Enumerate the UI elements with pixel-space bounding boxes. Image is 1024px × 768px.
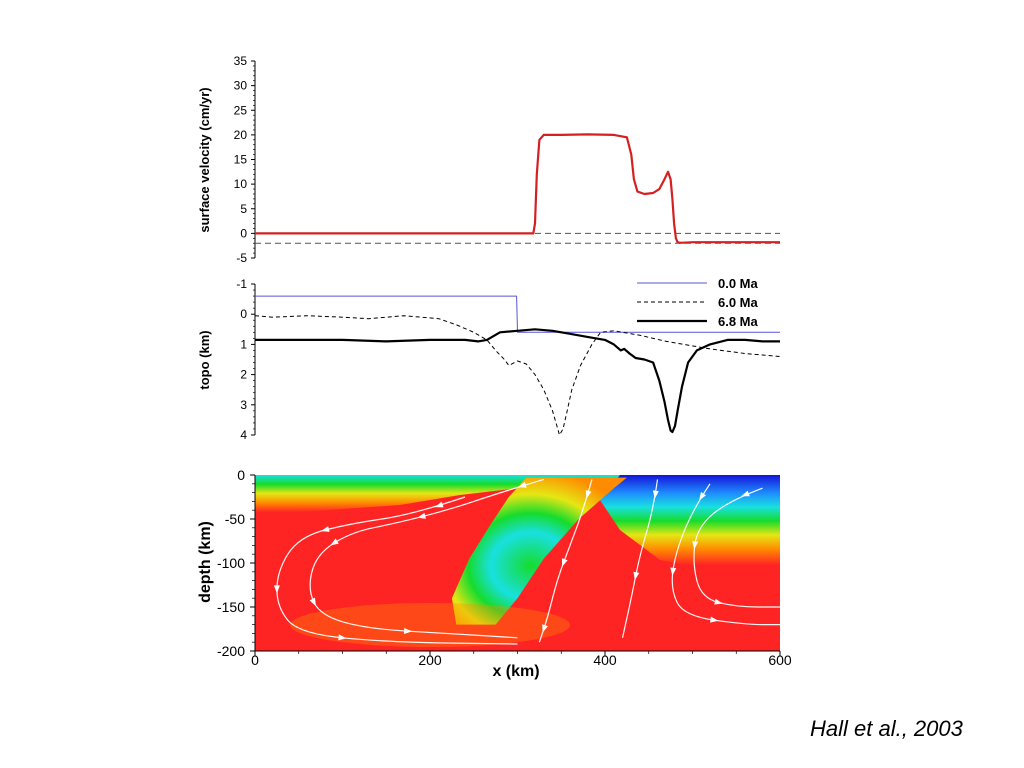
streamline-arrow — [542, 624, 548, 633]
streamline-arrow — [338, 634, 347, 641]
depth-y-tick-label: -100 — [217, 555, 245, 571]
streamline — [621, 479, 659, 638]
streamline-arrow — [633, 571, 640, 581]
topo-tick-label: 3 — [240, 398, 247, 412]
streamline-arrow — [417, 512, 426, 519]
streamline-arrow — [741, 490, 750, 497]
velocity-y-axis-title: surface velocity (cm/yr) — [197, 87, 212, 232]
topo-series — [254, 295, 781, 436]
velocity-series-line — [255, 133, 780, 244]
flow-streamlines — [273, 478, 780, 645]
topo-tick-label: 2 — [240, 368, 247, 382]
depth-x-axis-title: x (km) — [492, 663, 539, 680]
velocity-tick-label: 0 — [240, 226, 247, 240]
depth-x-tick-label: 400 — [593, 652, 617, 668]
depth-x-tick-label: 600 — [768, 652, 792, 668]
streamline-arrow — [321, 526, 330, 532]
surface-velocity-panel: -5 0 5 10 15 20 25 30 35 surface velocity (cm/yr… — [197, 54, 780, 265]
depth-y-tick-label: -200 — [217, 643, 245, 659]
velocity-series — [255, 133, 780, 244]
velocity-tick-label: 30 — [234, 79, 248, 93]
streamline-arrow — [710, 616, 719, 623]
topo-y-axis: -1 0 1 2 3 4 — [236, 277, 256, 442]
depth-y-tick-label: -50 — [225, 511, 245, 527]
deep-warm-anomaly — [290, 603, 570, 647]
topo-series-line — [254, 315, 781, 436]
streamline-arrow — [330, 538, 339, 546]
streamline — [693, 487, 780, 608]
velocity-tick-label: 5 — [240, 202, 247, 216]
topo-tick-label: 0 — [240, 307, 247, 321]
velocity-tick-label: 35 — [234, 54, 248, 68]
streamline-arrow — [403, 627, 413, 634]
depth-y-tick-label: -150 — [217, 599, 245, 615]
legend-label: 6.8 Ma — [718, 314, 759, 329]
legend-label: 0.0 Ma — [718, 276, 759, 291]
topo-tick-label: 4 — [240, 428, 247, 442]
streamline-arrow — [561, 558, 568, 567]
topo-legend: 0.0 Ma 6.0 Ma 6.8 Ma — [637, 276, 759, 329]
topography-panel: -1 0 1 2 3 4 0.0 Ma 6.0 Ma 6.8 Ma topo (km) — [197, 276, 781, 442]
topo-series-line — [255, 295, 780, 333]
streamline — [671, 483, 780, 626]
topo-series-line — [255, 328, 780, 434]
velocity-tick-label: 25 — [234, 103, 248, 117]
streamline-arrow — [670, 567, 677, 576]
topo-tick-label: 1 — [240, 337, 247, 351]
topo-y-axis-title: topo (km) — [197, 330, 212, 389]
topo-tick-label: -1 — [236, 277, 247, 291]
streamline-arrow — [714, 598, 723, 605]
depth-y-tick-label: 0 — [237, 467, 245, 483]
streamline-arrow — [273, 585, 280, 594]
streamline-arrow — [699, 492, 707, 501]
streamline-arrow — [518, 481, 527, 488]
velocity-tick-label: 10 — [234, 177, 248, 191]
citation-text: Hall et al., 2003 — [810, 716, 963, 741]
depth-x-tick-label: 0 — [251, 652, 259, 668]
depth-x-tick-label: 200 — [418, 652, 442, 668]
subducting-slab — [451, 477, 627, 625]
depth-y-axis-title: depth (km) — [197, 521, 214, 603]
streamline-arrow — [435, 501, 444, 508]
streamline — [309, 478, 544, 639]
depth-axes: 0 -50 -100 -150 -200 0 200 400 600 — [217, 467, 792, 668]
velocity-tick-label: 20 — [234, 128, 248, 142]
streamline-arrow — [585, 490, 592, 499]
velocity-y-axis: -5 0 5 10 15 20 25 30 35 — [234, 54, 256, 265]
depth-section-panel: 0 -50 -100 -150 -200 0 200 400 600 depth (km) x … — [197, 467, 792, 680]
streamline-arrow — [652, 490, 659, 499]
velocity-tick-label: -5 — [236, 251, 247, 265]
streamline-arrow — [692, 541, 699, 550]
velocity-tick-label: 15 — [234, 153, 248, 167]
streamline-arrow — [309, 597, 316, 607]
legend-label: 6.0 Ma — [718, 295, 759, 310]
